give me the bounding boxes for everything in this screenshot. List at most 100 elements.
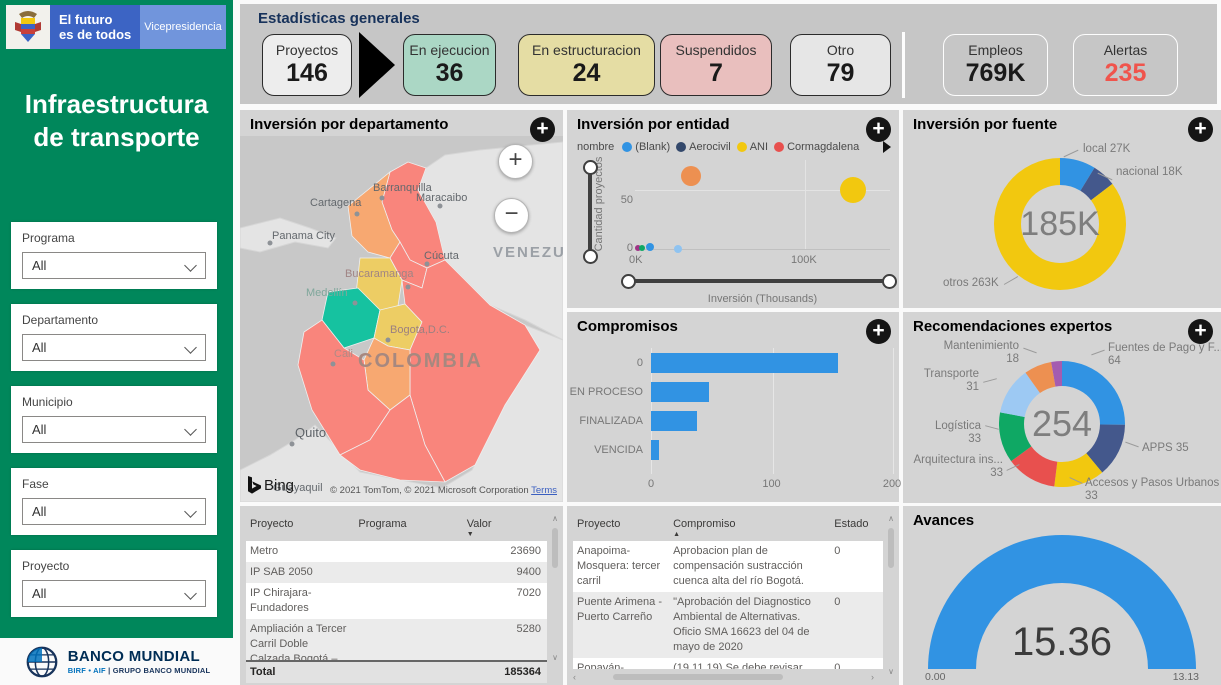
legend-item[interactable]: Cormagdalena <box>774 141 859 153</box>
bar[interactable] <box>651 381 709 402</box>
map-panel-inversion-por-departamento: Inversión por departamento + <box>240 110 563 502</box>
scroll-thumb[interactable] <box>552 528 558 568</box>
scroll-up-arrow[interactable]: ∧ <box>888 514 894 523</box>
column-header-estado[interactable]: Estado <box>834 518 869 530</box>
municipio-dropdown[interactable]: All <box>22 416 206 443</box>
scatter-point[interactable] <box>646 243 655 251</box>
kpi-card-empleos[interactable]: Empleos 769K <box>943 34 1048 96</box>
scatter-plot-area[interactable] <box>635 160 890 253</box>
chevron-down-icon <box>184 341 197 354</box>
programa-dropdown[interactable]: All <box>22 252 206 279</box>
legend-scroll-arrow-icon[interactable] <box>883 141 891 153</box>
vertical-scrollbar[interactable]: ∧ ∨ <box>885 514 897 677</box>
donut-slice-Logística[interactable] <box>999 412 1032 462</box>
table-row[interactable]: IP Chirajara-Fundadores 7020 <box>246 583 547 619</box>
x-axis-label: Inversión (Thousands) <box>707 293 818 305</box>
divider <box>902 32 905 98</box>
vicepresidencia-button[interactable]: Vicepresidencia <box>140 5 226 49</box>
bar[interactable] <box>651 352 838 373</box>
table-row[interactable]: Puente Arimena - Puerto Carreño "Aprobaci… <box>573 592 883 658</box>
legend-items: (Blank) Aerocivil ANI Cormagdalena <box>622 141 865 153</box>
fase-dropdown[interactable]: All <box>22 498 206 525</box>
table-cell: 0 <box>834 662 841 669</box>
donut-slice-Arquitectura ins...[interactable] <box>1011 446 1058 487</box>
scroll-down-arrow[interactable]: ∨ <box>552 653 558 662</box>
scroll-right-arrow[interactable]: › <box>871 672 874 682</box>
column-header-proyecto[interactable]: Proyecto <box>250 518 294 530</box>
scatter-point[interactable] <box>635 244 642 251</box>
scroll-down-arrow[interactable]: ∨ <box>888 667 894 676</box>
map-zoom-in-button[interactable]: + <box>498 144 533 179</box>
focus-mode-button[interactable]: + <box>1188 319 1213 344</box>
x-range-slider[interactable] <box>621 274 897 289</box>
table-row[interactable]: Ampliación a Tercer Carril Doble Calzada… <box>246 619 547 661</box>
stat-card-suspendidos[interactable]: Suspendidos 7 <box>660 34 772 96</box>
donut-slice-otros[interactable] <box>994 158 1126 290</box>
slider-handle[interactable] <box>882 274 897 289</box>
stat-card-proyectos[interactable]: Proyectos 146 <box>262 34 352 96</box>
kpi-card-alertas[interactable]: Alertas 235 <box>1073 34 1178 96</box>
bar-row: 0 <box>567 348 899 377</box>
sort-arrow-icon: ▲ <box>673 531 681 538</box>
legend-item[interactable]: (Blank) <box>622 141 670 153</box>
slider-handle[interactable] <box>621 274 636 289</box>
map-zoom-out-button[interactable]: − <box>494 198 529 233</box>
donut-slice-local[interactable] <box>1060 158 1095 191</box>
table-row[interactable]: IP SAB 2050 9400 <box>246 562 547 583</box>
chevron-down-icon <box>184 423 197 436</box>
scroll-thumb[interactable] <box>613 674 783 680</box>
city-label-quito: Quito <box>295 425 327 440</box>
y-range-slider[interactable] <box>583 160 598 264</box>
stat-card-en-ejecucion[interactable]: En ejecucion 36 <box>403 34 496 96</box>
scatter-point[interactable] <box>673 244 682 253</box>
column-header-valor[interactable]: Valor ▼ <box>463 514 547 541</box>
donut-chart[interactable]: 254 <box>999 361 1125 487</box>
table-row[interactable]: Popayán-Santander de Quilichao (19.11.19)… <box>573 658 883 669</box>
legend-item[interactable]: ANI <box>736 141 769 153</box>
scroll-left-arrow[interactable]: ‹ <box>573 672 576 682</box>
vertical-scrollbar[interactable]: ∧ ∨ <box>549 514 561 677</box>
scatter-point[interactable] <box>839 177 866 203</box>
bar-category-label: VENCIDA <box>594 443 643 456</box>
table-cell: Metro <box>250 545 279 557</box>
bar[interactable] <box>651 410 697 431</box>
focus-mode-button[interactable]: + <box>530 117 555 142</box>
scroll-up-arrow[interactable]: ∧ <box>552 514 558 523</box>
table-cell: 9400 <box>516 566 541 578</box>
terms-link[interactable]: Terms <box>531 485 557 496</box>
donut-slice-(otros)[interactable] <box>1051 361 1062 387</box>
column-header-programa[interactable]: Programa <box>358 518 407 530</box>
donut-slice-Accesos y Pasos Urbanos[interactable] <box>1054 453 1103 487</box>
scatter-point[interactable] <box>681 165 702 186</box>
horizontal-scrollbar[interactable]: ‹ › <box>573 671 881 683</box>
table-row[interactable]: Metro 23690 <box>246 541 547 562</box>
world-bank-globe-icon <box>26 646 58 677</box>
donut-slice-Fuentes de Pago y F...[interactable] <box>1062 361 1125 425</box>
focus-mode-button[interactable]: + <box>866 117 891 142</box>
donut-slice-Transporte[interactable] <box>1000 372 1040 417</box>
legend-label: ANI <box>749 141 769 153</box>
callout-otros: otros 263K <box>943 277 999 289</box>
bar[interactable] <box>651 439 660 460</box>
scroll-thumb[interactable] <box>888 528 894 568</box>
focus-mode-button[interactable]: + <box>1188 117 1213 142</box>
proyecto-dropdown[interactable]: All <box>22 580 206 607</box>
column-header-proyecto[interactable]: Proyecto <box>577 518 621 530</box>
scatter-point[interactable] <box>638 244 645 251</box>
legend-item[interactable]: Aerocivil <box>676 141 731 153</box>
focus-mode-button[interactable]: + <box>866 319 891 344</box>
slider-handle[interactable] <box>583 249 598 264</box>
world-bank-name: BANCO MUNDIAL <box>67 647 200 665</box>
donut-slice-APPS[interactable] <box>1086 424 1125 473</box>
arrow-right-icon <box>359 32 395 98</box>
table-row[interactable]: Anapoima-Mosquera: tercer carril Aprobaci… <box>573 541 883 592</box>
stat-card-otro[interactable]: Otro 79 <box>790 34 891 96</box>
donut-slice-Mantenimiento[interactable] <box>1025 361 1056 394</box>
departamento-dropdown[interactable]: All <box>22 334 206 361</box>
stat-card-en-estructuracion[interactable]: En estructuracion 24 <box>518 34 655 96</box>
slider-handle[interactable] <box>583 160 598 175</box>
column-header-compromiso[interactable]: Compromiso ▲ <box>669 514 830 541</box>
callout-accesos: Accesos y Pasos Urbanos 33 <box>1085 477 1220 502</box>
colombia-choropleth-map[interactable] <box>240 136 563 502</box>
bar-row: FINALIZADA <box>567 406 899 435</box>
